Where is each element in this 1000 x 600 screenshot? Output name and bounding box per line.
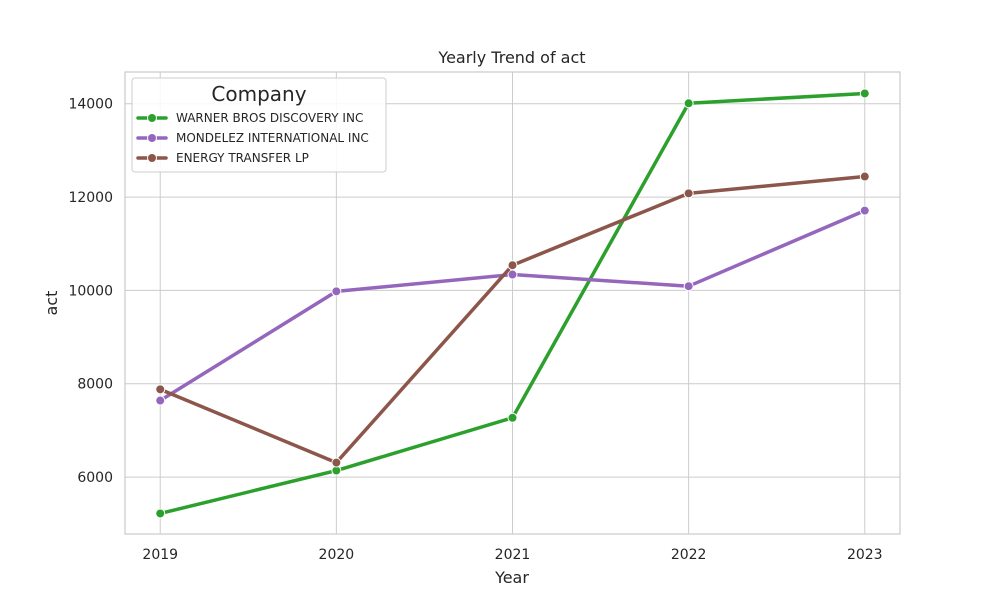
data-point — [507, 412, 518, 423]
y-axis: 6000 8000 10000 12000 14000 — [68, 97, 113, 486]
legend-label: WARNER BROS DISCOVERY INC — [176, 111, 363, 125]
data-point — [507, 260, 518, 271]
data-point — [155, 508, 166, 519]
legend-swatch-marker — [147, 133, 157, 143]
plot-frame — [124, 71, 901, 535]
data-point — [859, 205, 870, 216]
legend-label: MONDELEZ INTERNATIONAL INC — [176, 131, 369, 145]
y-tick-label: 12000 — [68, 190, 113, 206]
y-tick-label: 14000 — [68, 97, 113, 113]
y-axis-label: act — [42, 291, 61, 316]
data-point — [683, 98, 694, 109]
series-layer — [155, 88, 870, 519]
data-point — [507, 269, 518, 280]
legend-box — [131, 77, 387, 173]
legend-label: ENERGY TRANSFER LP — [176, 151, 309, 165]
y-tick-label: 6000 — [77, 470, 113, 486]
legend-swatch-marker — [147, 153, 157, 163]
data-point — [331, 457, 342, 468]
legend-swatch-marker — [147, 113, 157, 123]
x-tick-label: 2021 — [495, 547, 531, 563]
chart-title: Yearly Trend of act — [437, 48, 585, 67]
y-tick-label: 8000 — [77, 377, 113, 393]
data-point — [331, 286, 342, 297]
legend-title: Company — [211, 82, 306, 106]
y-tick-label: 10000 — [68, 283, 113, 299]
x-tick-label: 2020 — [319, 547, 355, 563]
x-axis-label: Year — [494, 568, 529, 587]
x-tick-label: 2023 — [847, 547, 883, 563]
x-tick-label: 2019 — [142, 547, 178, 563]
data-point — [155, 384, 166, 395]
x-axis: 2019 2020 2021 2022 2023 — [142, 547, 882, 563]
data-point — [155, 395, 166, 406]
data-point — [683, 281, 694, 292]
data-point — [859, 171, 870, 182]
grid — [125, 72, 900, 534]
legend: Company WARNER BROS DISCOVERY INC MONDELE… — [131, 77, 387, 173]
data-point — [683, 188, 694, 199]
x-tick-label: 2022 — [671, 547, 707, 563]
data-point — [859, 88, 870, 99]
legend-items: WARNER BROS DISCOVERY INC MONDELEZ INTERN… — [136, 111, 369, 165]
